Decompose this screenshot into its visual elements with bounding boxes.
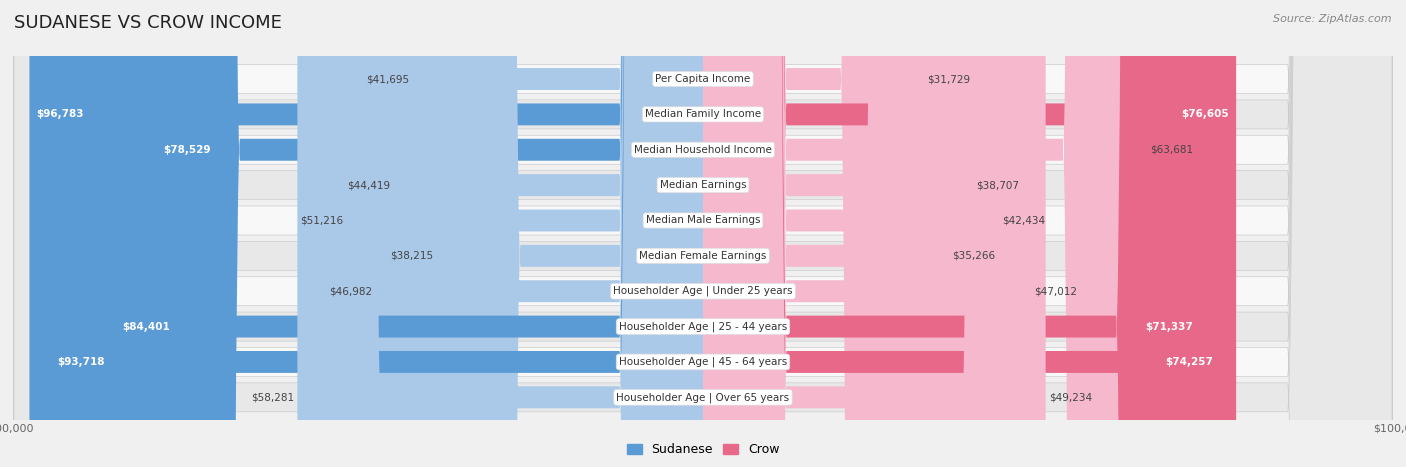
Text: Median Male Earnings: Median Male Earnings: [645, 215, 761, 226]
FancyBboxPatch shape: [298, 0, 703, 467]
Text: SUDANESE VS CROW INCOME: SUDANESE VS CROW INCOME: [14, 14, 283, 32]
Text: $96,783: $96,783: [37, 109, 84, 120]
FancyBboxPatch shape: [703, 0, 924, 467]
Legend: Sudanese, Crow: Sudanese, Crow: [621, 439, 785, 461]
Text: $71,337: $71,337: [1144, 322, 1192, 332]
FancyBboxPatch shape: [413, 0, 703, 467]
FancyBboxPatch shape: [14, 0, 1392, 467]
Text: $51,216: $51,216: [299, 215, 343, 226]
Text: Source: ZipAtlas.com: Source: ZipAtlas.com: [1274, 14, 1392, 24]
Text: $58,281: $58,281: [250, 392, 294, 402]
Text: $63,681: $63,681: [1150, 145, 1192, 155]
Text: $47,012: $47,012: [1033, 286, 1077, 296]
Text: $93,718: $93,718: [58, 357, 105, 367]
FancyBboxPatch shape: [703, 0, 998, 467]
Text: $76,605: $76,605: [1181, 109, 1229, 120]
FancyBboxPatch shape: [14, 0, 1392, 467]
FancyBboxPatch shape: [394, 0, 703, 467]
FancyBboxPatch shape: [14, 0, 1392, 467]
FancyBboxPatch shape: [30, 0, 703, 467]
Text: Median Female Earnings: Median Female Earnings: [640, 251, 766, 261]
FancyBboxPatch shape: [14, 0, 1392, 467]
Text: $46,982: $46,982: [329, 286, 373, 296]
FancyBboxPatch shape: [375, 0, 703, 467]
FancyBboxPatch shape: [156, 0, 703, 467]
FancyBboxPatch shape: [703, 0, 1199, 467]
Text: $49,234: $49,234: [1049, 392, 1092, 402]
Text: $78,529: $78,529: [163, 145, 211, 155]
FancyBboxPatch shape: [437, 0, 703, 467]
FancyBboxPatch shape: [703, 0, 1220, 467]
Text: Householder Age | Under 25 years: Householder Age | Under 25 years: [613, 286, 793, 297]
Text: $41,695: $41,695: [366, 74, 409, 84]
FancyBboxPatch shape: [703, 0, 973, 467]
FancyBboxPatch shape: [115, 0, 703, 467]
Text: Householder Age | 45 - 64 years: Householder Age | 45 - 64 years: [619, 357, 787, 367]
Text: $38,707: $38,707: [976, 180, 1019, 190]
FancyBboxPatch shape: [51, 0, 703, 467]
Text: $42,434: $42,434: [1002, 215, 1045, 226]
FancyBboxPatch shape: [703, 0, 1236, 467]
Text: $44,419: $44,419: [347, 180, 391, 190]
FancyBboxPatch shape: [703, 0, 1031, 467]
FancyBboxPatch shape: [14, 0, 1392, 467]
Text: $31,729: $31,729: [928, 74, 970, 84]
Text: Householder Age | 25 - 44 years: Householder Age | 25 - 44 years: [619, 321, 787, 332]
FancyBboxPatch shape: [14, 0, 1392, 467]
FancyBboxPatch shape: [703, 0, 1046, 467]
Text: Median Family Income: Median Family Income: [645, 109, 761, 120]
Text: Median Earnings: Median Earnings: [659, 180, 747, 190]
FancyBboxPatch shape: [14, 0, 1392, 467]
Text: $84,401: $84,401: [122, 322, 170, 332]
FancyBboxPatch shape: [703, 0, 949, 467]
Text: Per Capita Income: Per Capita Income: [655, 74, 751, 84]
Text: $38,215: $38,215: [391, 251, 433, 261]
FancyBboxPatch shape: [14, 0, 1392, 467]
FancyBboxPatch shape: [14, 0, 1392, 467]
FancyBboxPatch shape: [703, 0, 1146, 467]
FancyBboxPatch shape: [14, 0, 1392, 467]
Text: Householder Age | Over 65 years: Householder Age | Over 65 years: [616, 392, 790, 403]
Text: $74,257: $74,257: [1166, 357, 1213, 367]
Text: Median Household Income: Median Household Income: [634, 145, 772, 155]
Text: $35,266: $35,266: [952, 251, 995, 261]
FancyBboxPatch shape: [346, 0, 703, 467]
